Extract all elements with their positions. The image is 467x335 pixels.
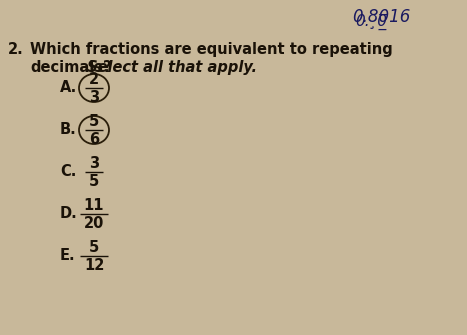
Text: 0.8016: 0.8016 [352,8,410,26]
Text: B.: B. [60,123,77,137]
Text: D.: D. [60,206,78,221]
Text: Select all that apply.: Select all that apply. [82,60,257,75]
Text: 0.¸0̲̅: 0.¸0̲̅ [355,14,387,30]
Text: 3: 3 [89,89,99,105]
Text: C.: C. [60,164,77,180]
Text: 5: 5 [89,174,99,189]
Text: 5: 5 [89,114,99,129]
Text: 3: 3 [89,155,99,171]
Text: 12: 12 [84,258,104,272]
Text: decimals?: decimals? [30,60,112,75]
Text: A.: A. [60,80,77,95]
Text: 11: 11 [84,198,104,212]
Text: 5: 5 [89,240,99,255]
Text: 2: 2 [89,71,99,86]
Text: Which fractions are equivalent to repeating: Which fractions are equivalent to repeat… [30,42,393,57]
Text: 2.: 2. [8,42,24,57]
Text: 20: 20 [84,215,104,230]
Text: 6: 6 [89,132,99,146]
Text: E.: E. [60,249,76,264]
